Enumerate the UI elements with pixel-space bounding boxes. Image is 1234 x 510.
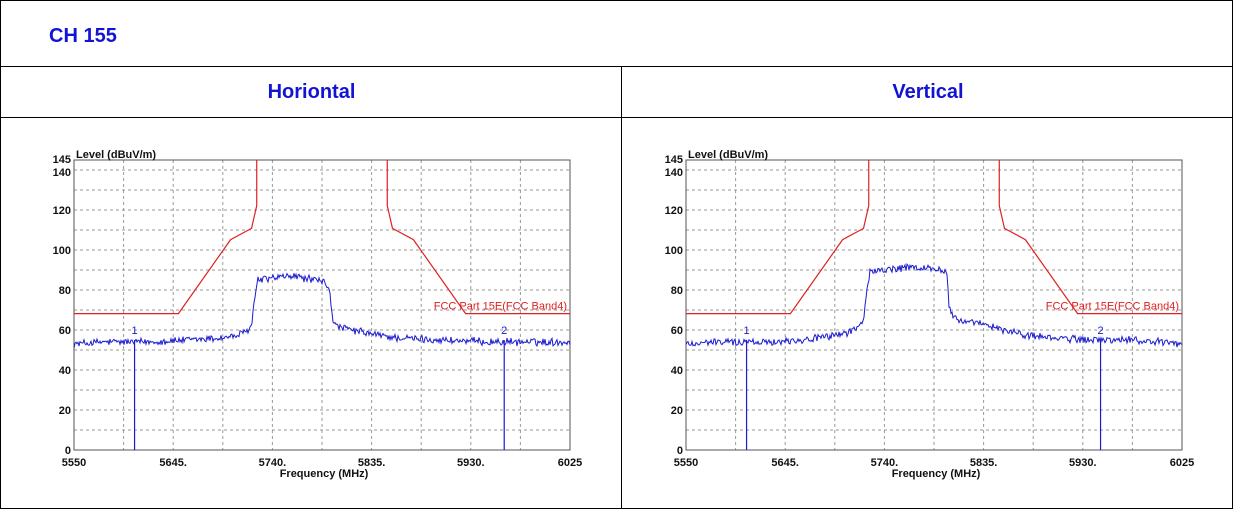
plot-frame: [685, 159, 1183, 451]
y-tick-label: 145: [53, 154, 71, 166]
x-axis-label: Frequency (MHz): [892, 468, 981, 480]
channel-title: CH 155: [49, 25, 117, 47]
x-tick-label: 5740.: [871, 457, 899, 469]
title-row: CH 155: [1, 1, 1232, 67]
limit-line-label: FCC Part 15E(FCC Band4): [1046, 301, 1179, 313]
y-tick-label: 145: [665, 154, 683, 166]
y-tick-label: 120: [665, 205, 683, 217]
y-tick-label: 120: [53, 205, 71, 217]
y-tick-label: 80: [59, 285, 71, 297]
y-tick-label: 0: [677, 445, 683, 457]
limit-line: [74, 160, 258, 315]
spectrum-plot-vertical: 0 20 40 60 80 100 120 140 145 5550 5645. 5740. 5835.…: [636, 147, 1196, 499]
header-row: Horiontal Vertical: [1, 67, 1232, 118]
marker-label: 2: [501, 325, 507, 337]
limit-line: [998, 160, 1182, 315]
x-tick-label: 5645.: [771, 457, 799, 469]
y-tick-label: 40: [671, 365, 683, 377]
y-tick-label: 0: [65, 445, 71, 457]
x-tick-label: 5740.: [259, 457, 287, 469]
plot-frame: [73, 159, 571, 451]
y-tick-label: 80: [671, 285, 683, 297]
x-tick-label: 5835.: [970, 457, 998, 469]
x-tick-label: 5550: [674, 457, 698, 469]
x-tick-label: 6025: [1170, 457, 1194, 469]
y-tick-label: 60: [671, 325, 683, 337]
y-tick-label: 20: [671, 405, 683, 417]
column-divider: [621, 66, 622, 509]
y-tick-label: 20: [59, 405, 71, 417]
spectrum-plot-horizontal: 0 20 40 60 80 100 120 140 145 5550 5645. 5740. 5835.…: [24, 147, 584, 499]
marker-label: 1: [132, 325, 138, 337]
y-tick-label: 60: [59, 325, 71, 337]
measurement-trace: [685, 262, 1183, 348]
x-tick-label: 5930.: [1069, 457, 1097, 469]
column-header-horizontal: Horiontal: [267, 81, 356, 103]
marker-label: 2: [1097, 325, 1103, 337]
x-tick-label: 5550: [62, 457, 86, 469]
measurement-trace: [73, 272, 571, 349]
marker-label: 1: [744, 325, 750, 337]
x-tick-label: 6025: [558, 457, 582, 469]
x-tick-label: 5930.: [457, 457, 485, 469]
y-axis-label: Level (dBuV/m): [76, 149, 156, 161]
limit-line-label: FCC Part 15E(FCC Band4): [434, 301, 567, 313]
y-tick-label: 100: [53, 245, 71, 257]
y-tick-label: 140: [53, 167, 71, 179]
y-tick-label: 140: [665, 167, 683, 179]
limit-line: [686, 160, 870, 315]
y-tick-label: 40: [59, 365, 71, 377]
x-tick-label: 5835.: [358, 457, 386, 469]
column-header-vertical: Vertical: [892, 81, 964, 103]
x-tick-label: 5645.: [159, 457, 187, 469]
x-axis-label: Frequency (MHz): [280, 468, 369, 480]
limit-line: [386, 160, 570, 315]
y-tick-label: 100: [665, 245, 683, 257]
y-axis-label: Level (dBuV/m): [688, 149, 768, 161]
